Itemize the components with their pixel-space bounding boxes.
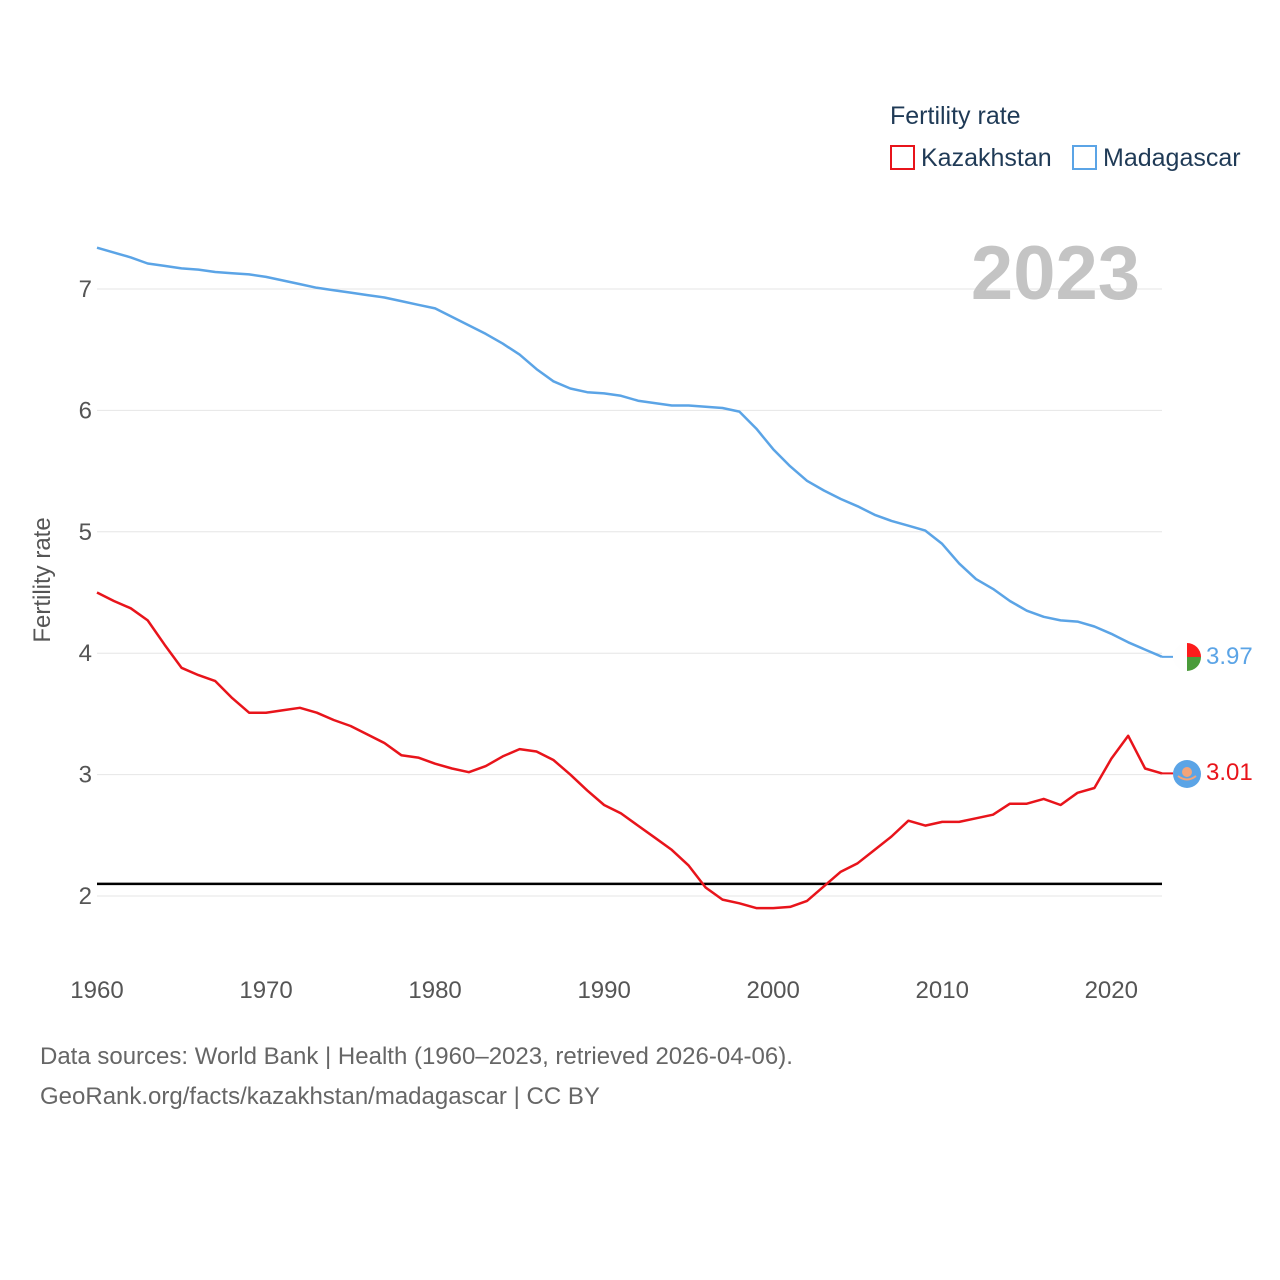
legend-swatch-madagascar[interactable]	[1072, 145, 1097, 170]
x-tick-label: 1970	[239, 977, 292, 1004]
x-tick-label: 2000	[746, 977, 799, 1004]
kazakhstan-end-value: 3.01	[1206, 759, 1253, 786]
series-lines	[96, 246, 1173, 910]
y-tick-label: 5	[79, 519, 92, 546]
madagascar-flag-marker	[1173, 643, 1201, 671]
y-tick-label: 6	[79, 397, 92, 424]
legend: Fertility rate Kazakhstan Madagascar	[890, 102, 1241, 172]
y-axis-ticks: 2 3 4 5 6 7	[79, 276, 92, 910]
credit-line[interactable]: GeoRank.org/facts/kazakhstan/madagascar …	[40, 1083, 600, 1110]
series-line-kazakhstan[interactable]	[96, 591, 1163, 910]
madagascar-end-value: 3.97	[1206, 643, 1253, 670]
x-tick-label: 2010	[916, 977, 969, 1004]
year-label: 2023	[971, 231, 1140, 316]
x-tick-label: 1990	[577, 977, 630, 1004]
kazakhstan-flag-marker	[1173, 760, 1201, 788]
y-tick-label: 3	[79, 762, 92, 789]
x-tick-label: 1980	[408, 977, 461, 1004]
y-tick-label: 4	[79, 640, 92, 667]
legend-swatch-kazakhstan[interactable]	[890, 145, 915, 170]
source-line: Data sources: World Bank | Health (1960–…	[40, 1043, 793, 1070]
x-tick-label: 2020	[1085, 977, 1138, 1004]
x-axis-ticks: 1960 1970 1980 1990 2000 2010 2020	[70, 977, 1138, 1004]
y-tick-label: 2	[79, 883, 92, 910]
gridlines	[97, 288, 1162, 897]
legend-title: Fertility rate	[890, 102, 1021, 130]
legend-label-madagascar[interactable]: Madagascar	[1103, 144, 1241, 172]
y-axis-title: Fertility rate	[29, 517, 56, 642]
y-tick-label: 7	[79, 276, 92, 303]
x-tick-label: 1960	[70, 977, 123, 1004]
legend-label-kazakhstan[interactable]: Kazakhstan	[921, 144, 1052, 172]
series-line-madagascar[interactable]	[96, 246, 1163, 658]
